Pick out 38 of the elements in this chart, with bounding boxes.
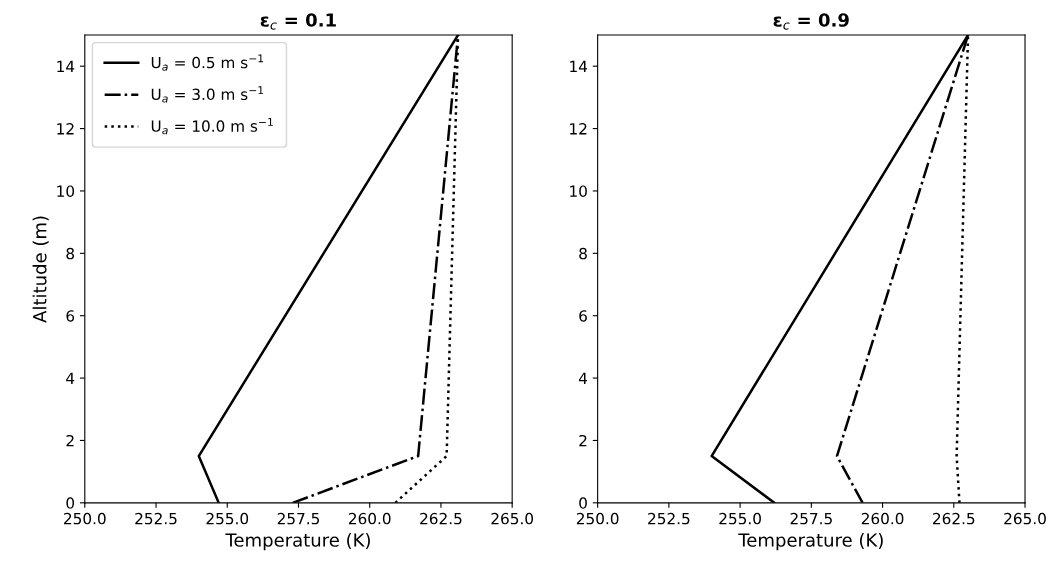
x-tick-label: 252.5	[648, 512, 690, 525]
chart-title: ε$_{c}$ = 0.1	[260, 13, 336, 30]
y-tick-label: 2	[579, 434, 587, 447]
x-tick-label: 255.0	[719, 512, 761, 525]
x-tick-label: 260.0	[348, 512, 391, 525]
x-tick-label: 255.0	[206, 512, 249, 525]
y-tick-label: 14	[570, 60, 588, 73]
y-tick-label: 12	[57, 123, 74, 135]
y-tick-label: 10	[570, 185, 587, 197]
y-tick-label: 2	[66, 434, 74, 447]
x-tick-label: 252.5	[135, 512, 177, 525]
x-tick-label: 265.0	[1004, 512, 1046, 525]
y-tick-label: 6	[579, 310, 587, 322]
y-tick-label: 12	[570, 123, 587, 135]
legend-label: U$_{a}$ = 10.0 m s$^{−1}$	[151, 118, 273, 135]
x-tick-label: 257.5	[277, 512, 320, 525]
legend-label: U$_{a}$ = 0.5 m s$^{−1}$	[151, 54, 264, 71]
x-tick-label: 262.5	[420, 512, 462, 525]
y-tick-label: 6	[66, 310, 75, 322]
y-axis-title: Altitude (m)	[32, 216, 49, 323]
x-tick-label: 257.5	[790, 512, 832, 525]
legend-label: U$_{a}$ = 3.0 m s$^{−1}$	[151, 86, 264, 103]
y-tick-label: 0	[579, 497, 587, 509]
chart-title: ε$_{c}$ = 0.9	[773, 13, 849, 30]
x-tick-label: 250.0	[64, 512, 106, 525]
x-tick-label: 265.0	[491, 512, 534, 525]
x-tick-label: 250.0	[576, 512, 619, 525]
x-axis-title: Temperature (K)	[738, 532, 883, 551]
y-tick-label: 4	[66, 372, 75, 384]
x-tick-label: 262.5	[933, 512, 975, 525]
y-tick-label: 4	[578, 372, 588, 384]
y-tick-label: 10	[57, 185, 75, 197]
x-tick-label: 260.0	[861, 512, 904, 525]
x-axis-title: Temperature (K)	[225, 532, 370, 551]
y-tick-label: 0	[66, 497, 75, 509]
y-tick-label: 8	[66, 247, 75, 260]
y-tick-label: 14	[57, 60, 75, 73]
y-tick-label: 8	[579, 247, 587, 260]
